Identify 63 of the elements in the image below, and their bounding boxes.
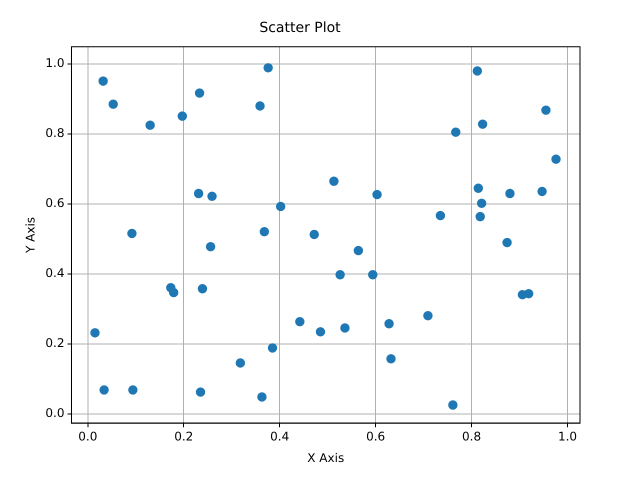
x-tick-label: 0.6 — [366, 430, 386, 444]
point — [257, 392, 267, 402]
point — [194, 188, 204, 198]
x-axis-title: X Axis — [307, 450, 344, 465]
point — [340, 323, 350, 333]
point — [505, 188, 515, 198]
point — [372, 190, 382, 200]
point — [524, 288, 534, 298]
x-tick-label: 0.4 — [270, 430, 290, 444]
x-tick-label: 1.0 — [558, 430, 578, 444]
point — [178, 111, 187, 121]
point — [329, 176, 339, 186]
point — [551, 154, 561, 164]
point — [541, 105, 551, 115]
point — [316, 327, 326, 337]
x-tick-label: 0.8 — [462, 430, 482, 444]
point — [206, 242, 216, 252]
point — [99, 385, 109, 395]
point — [263, 63, 273, 73]
point — [268, 343, 278, 353]
point — [474, 184, 483, 193]
point — [451, 128, 460, 137]
point — [472, 66, 482, 76]
point — [423, 311, 433, 320]
y-tick-label: 0.4 — [45, 266, 64, 280]
point — [260, 226, 270, 236]
point — [90, 328, 100, 338]
point — [478, 119, 488, 129]
point — [127, 228, 137, 238]
point — [502, 238, 512, 248]
point — [368, 270, 378, 280]
point — [255, 101, 265, 111]
point — [354, 246, 364, 256]
y-tick-label: 0.2 — [45, 336, 64, 350]
point — [448, 400, 458, 410]
point — [108, 100, 118, 109]
point — [476, 198, 486, 208]
point — [196, 387, 206, 397]
point — [168, 288, 178, 298]
point — [476, 212, 485, 222]
point — [207, 192, 217, 202]
y-tick-label: 0.6 — [45, 196, 64, 210]
point — [145, 120, 155, 130]
point — [236, 358, 246, 368]
point — [436, 210, 446, 220]
y-tick-label: 0.8 — [45, 126, 64, 140]
point — [128, 385, 138, 395]
y-tick-label: 1.0 — [45, 56, 64, 70]
point — [198, 284, 208, 294]
point — [384, 319, 394, 328]
point — [310, 230, 319, 240]
point — [386, 354, 396, 364]
point — [98, 76, 108, 86]
point — [276, 202, 286, 212]
point — [194, 88, 204, 98]
y-tick-label: 0.0 — [45, 406, 64, 420]
point — [335, 270, 345, 280]
x-tick-label: 0.2 — [174, 430, 194, 444]
x-tick-label: 0.0 — [78, 430, 98, 444]
point — [295, 316, 305, 326]
y-axis-title: Y Axis — [23, 216, 38, 254]
point — [537, 186, 547, 196]
chart-title: Scatter Plot — [259, 20, 342, 36]
